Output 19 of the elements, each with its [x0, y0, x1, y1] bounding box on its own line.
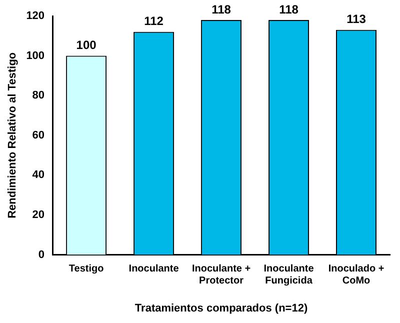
data-label: 100: [76, 38, 97, 52]
data-label: 118: [279, 2, 299, 16]
data-label: 113: [346, 12, 366, 26]
x-tick-label: Testigo: [68, 264, 104, 275]
x-tick-label: Inoculante Fungicida: [264, 264, 314, 287]
y-tick-label: 60: [32, 129, 45, 142]
y-axis-title: Rendimiento Relativo al Testigo: [6, 52, 19, 218]
y-tick-label: 40: [32, 169, 45, 182]
x-tick-label: Inoculado + CoMo: [328, 264, 384, 287]
x-tick-label: Inoculante + Protector: [192, 264, 251, 287]
y-tick-label: 0: [38, 248, 45, 261]
x-axis-title: Tratamientos comparados (n=12): [134, 302, 308, 314]
y-tick-label: 120: [26, 10, 45, 22]
data-label: 112: [144, 14, 164, 28]
y-tick-label: 20: [32, 209, 45, 222]
x-tick-label: Inoculante: [128, 264, 180, 275]
data-label: 118: [212, 2, 232, 16]
y-tick-label: 100: [26, 50, 45, 62]
y-tick-label: 80: [32, 90, 45, 102]
